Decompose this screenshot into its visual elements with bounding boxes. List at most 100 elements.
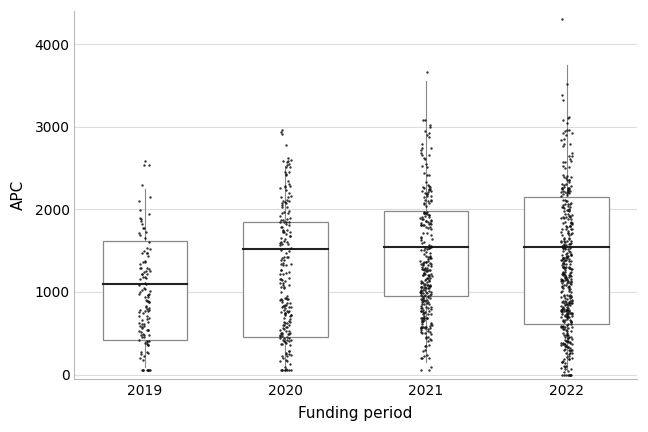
- Point: [557, 284, 567, 291]
- Point: [563, 284, 573, 291]
- Point: [425, 292, 435, 299]
- Point: [557, 270, 567, 277]
- Point: [277, 241, 287, 248]
- Point: [424, 307, 434, 314]
- Point: [417, 240, 427, 247]
- Point: [416, 292, 426, 299]
- Point: [421, 333, 431, 340]
- Point: [558, 264, 568, 271]
- Point: [285, 182, 295, 189]
- Point: [423, 272, 434, 279]
- Point: [275, 357, 285, 364]
- Point: [567, 347, 577, 354]
- Point: [425, 121, 435, 128]
- Point: [277, 321, 288, 328]
- Point: [143, 349, 153, 356]
- Point: [557, 306, 567, 313]
- Point: [557, 282, 568, 289]
- Point: [142, 265, 152, 272]
- Point: [422, 192, 432, 199]
- Point: [559, 291, 569, 298]
- Point: [566, 289, 576, 295]
- Point: [422, 293, 433, 300]
- Point: [562, 306, 572, 313]
- Point: [281, 250, 292, 257]
- Point: [559, 325, 569, 332]
- Point: [284, 350, 294, 357]
- Point: [561, 264, 571, 271]
- Point: [562, 177, 572, 184]
- Point: [562, 310, 573, 317]
- Point: [426, 192, 436, 199]
- Point: [277, 126, 288, 133]
- Point: [559, 363, 569, 370]
- Point: [141, 348, 152, 355]
- Point: [142, 367, 152, 374]
- Point: [281, 333, 292, 340]
- Point: [564, 213, 575, 220]
- Point: [426, 197, 437, 204]
- Point: [560, 346, 570, 353]
- Point: [417, 295, 428, 302]
- Point: [142, 270, 152, 277]
- Point: [417, 264, 427, 270]
- Point: [278, 260, 288, 267]
- Point: [275, 213, 286, 220]
- Point: [421, 249, 431, 256]
- Point: [419, 276, 430, 283]
- Point: [419, 343, 430, 350]
- Point: [422, 267, 433, 274]
- Point: [281, 357, 292, 364]
- Point: [282, 319, 292, 326]
- Point: [418, 262, 428, 269]
- Point: [560, 268, 570, 275]
- Point: [558, 298, 568, 305]
- Point: [419, 347, 430, 354]
- Point: [281, 327, 291, 334]
- Point: [564, 205, 574, 212]
- Point: [559, 357, 569, 364]
- Point: [277, 304, 288, 311]
- Point: [422, 279, 432, 286]
- Point: [286, 367, 296, 374]
- Point: [566, 298, 577, 305]
- Point: [279, 184, 290, 191]
- Point: [425, 336, 435, 343]
- Point: [135, 331, 146, 338]
- Point: [284, 313, 295, 320]
- Point: [420, 324, 430, 331]
- Point: [424, 186, 435, 193]
- Point: [277, 229, 288, 235]
- Point: [560, 336, 570, 343]
- Point: [134, 312, 145, 319]
- Point: [419, 210, 429, 216]
- Point: [417, 304, 428, 311]
- Point: [279, 208, 289, 215]
- Point: [143, 341, 153, 348]
- Point: [418, 272, 428, 279]
- Point: [279, 314, 289, 321]
- Point: [562, 331, 572, 338]
- Point: [138, 259, 148, 266]
- Point: [564, 371, 574, 378]
- Point: [562, 292, 572, 299]
- Point: [557, 371, 567, 378]
- Point: [279, 253, 289, 260]
- Point: [561, 281, 571, 288]
- Point: [421, 202, 431, 209]
- Point: [419, 209, 429, 216]
- Point: [283, 169, 294, 176]
- Point: [284, 207, 294, 214]
- Point: [566, 276, 577, 283]
- Point: [415, 215, 426, 222]
- Point: [280, 295, 290, 302]
- Point: [286, 304, 296, 311]
- Point: [417, 216, 427, 223]
- Point: [422, 191, 432, 198]
- Point: [419, 184, 429, 191]
- Point: [559, 241, 569, 248]
- Point: [566, 265, 576, 272]
- Point: [143, 292, 153, 299]
- Point: [143, 367, 153, 374]
- Point: [419, 170, 430, 177]
